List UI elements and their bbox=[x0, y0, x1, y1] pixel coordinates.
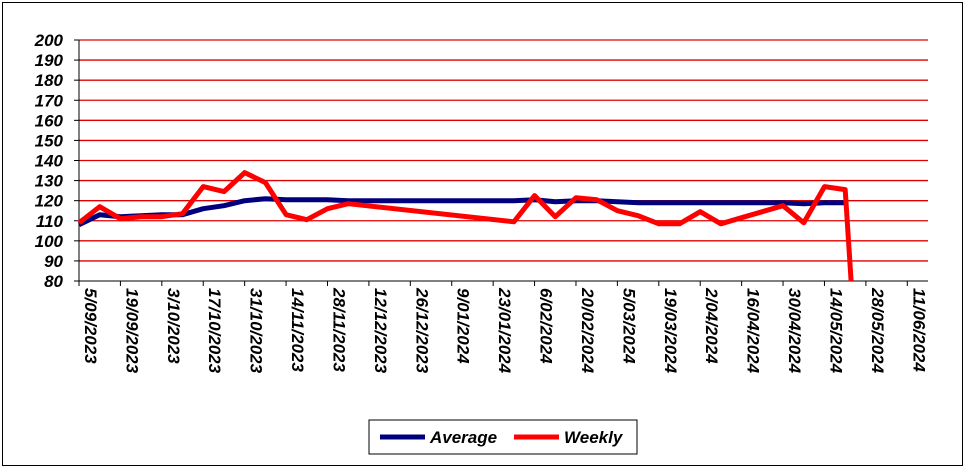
y-tick-label: 80 bbox=[44, 272, 63, 291]
x-tick-label: 30/04/2024 bbox=[785, 288, 804, 374]
x-tick-label: 3/10/2023 bbox=[164, 288, 183, 364]
x-tick-label: 5/03/2024 bbox=[619, 288, 638, 364]
x-tick-label: 26/12/2023 bbox=[412, 287, 431, 374]
series-lines bbox=[77, 170, 854, 282]
x-tick-label: 11/06/2024 bbox=[909, 288, 928, 372]
x-tick-label: 2/04/2024 bbox=[702, 287, 721, 364]
y-tick-label: 180 bbox=[35, 71, 64, 90]
x-tick-label: 5/09/2023 bbox=[81, 288, 100, 364]
y-tick-label: 140 bbox=[35, 152, 64, 171]
x-tick-label: 28/05/2024 bbox=[868, 287, 887, 374]
y-tick-label: 170 bbox=[35, 91, 64, 110]
x-tick-label: 19/03/2024 bbox=[661, 288, 680, 374]
y-tick-label: 190 bbox=[35, 51, 64, 70]
x-tick-label: 19/09/2023 bbox=[122, 288, 141, 374]
x-tick-labels: 5/09/2023 19/09/2023 3/10/2023 17/10/2023 31… bbox=[81, 287, 928, 374]
y-tick-label: 150 bbox=[35, 131, 64, 150]
x-tick-label: 14/11/2023 bbox=[288, 288, 307, 372]
x-tick-label: 28/11/2023 bbox=[329, 287, 348, 372]
x-tick-label: 23/01/2024 bbox=[495, 287, 514, 374]
legend: Average Weekly bbox=[368, 419, 638, 455]
y-tick-label: 110 bbox=[36, 212, 64, 231]
series-line-weekly bbox=[77, 170, 854, 282]
legend-label-weekly: Weekly bbox=[564, 428, 624, 447]
x-tick-label: 12/12/2023 bbox=[371, 288, 390, 374]
y-tick-label: 100 bbox=[35, 232, 64, 251]
y-tick-label: 90 bbox=[44, 252, 63, 271]
x-tick-label: 16/04/2024 bbox=[744, 288, 763, 374]
x-tick-label: 14/05/2024 bbox=[826, 288, 845, 374]
x-tick-label: 31/10/2023 bbox=[247, 288, 266, 374]
legend-label-average: Average bbox=[429, 428, 497, 447]
x-tick-label: 17/10/2023 bbox=[205, 288, 224, 374]
axes bbox=[74, 39, 928, 286]
y-tick-label: 200 bbox=[34, 31, 64, 50]
gridlines bbox=[79, 39, 928, 262]
y-tick-label: 160 bbox=[35, 111, 64, 130]
x-tick-label: 6/02/2024 bbox=[537, 288, 556, 364]
x-tick-label: 9/01/2024 bbox=[454, 288, 473, 364]
y-tick-label: 130 bbox=[35, 172, 64, 191]
y-tick-label: 120 bbox=[35, 192, 64, 211]
x-tick-label: 20/02/2024 bbox=[578, 287, 597, 374]
